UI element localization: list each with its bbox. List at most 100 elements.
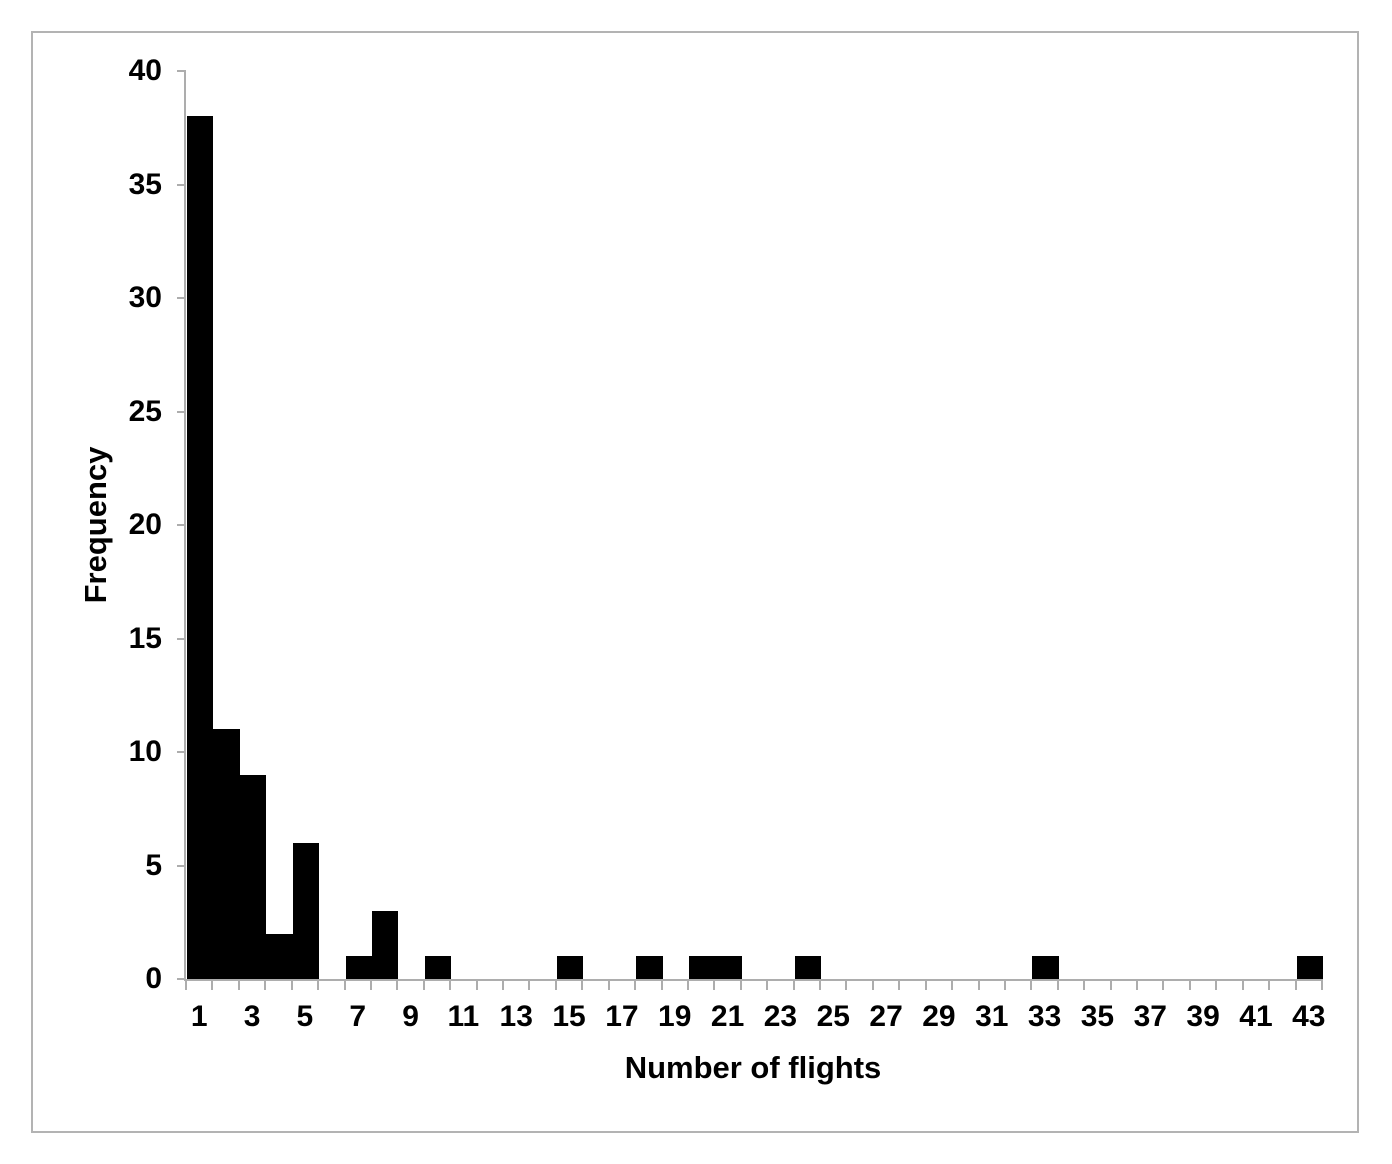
y-tick-label: 0 — [145, 962, 162, 995]
x-axis-title: Number of flights — [624, 1050, 882, 1085]
bar-flights-2 — [213, 729, 240, 979]
x-tick-label: 7 — [349, 1000, 367, 1033]
x-tick-label: 31 — [975, 1000, 1009, 1033]
x-tick-mark — [713, 979, 716, 990]
bar-flights-5 — [292, 842, 320, 979]
x-tick-mark — [634, 979, 637, 990]
x-tick-mark — [1003, 979, 1006, 990]
x-tick-mark — [1030, 979, 1033, 990]
y-tick-mark — [177, 297, 186, 299]
x-tick-label: 5 — [296, 1000, 314, 1033]
x-tick-mark — [185, 979, 187, 990]
x-tick-label: 21 — [710, 1000, 745, 1033]
x-tick-label: 1 — [190, 1000, 208, 1033]
x-tick-label: 23 — [763, 1000, 798, 1033]
y-tick-label: 30 — [128, 281, 162, 314]
y-tick-mark — [177, 183, 186, 186]
x-tick-mark — [237, 979, 240, 990]
bar-flights-33 — [1032, 956, 1059, 979]
y-tick-label: 35 — [128, 167, 162, 201]
x-tick-mark — [290, 979, 293, 990]
y-tick-label: 10 — [128, 735, 162, 768]
x-tick-mark — [317, 979, 320, 990]
bar-flights-4 — [266, 933, 293, 979]
x-tick-label: 25 — [816, 1000, 850, 1033]
x-tick-mark — [1136, 979, 1139, 990]
y-tick-mark — [177, 864, 186, 867]
x-tick-mark — [1268, 979, 1271, 990]
x-tick-label: 35 — [1080, 1000, 1115, 1033]
x-tick-label: 19 — [658, 1000, 692, 1033]
x-tick-mark — [1109, 979, 1112, 990]
bar-flights-8 — [371, 910, 399, 979]
bar-flights-3 — [239, 774, 267, 979]
y-tick-label: 20 — [128, 508, 162, 541]
x-tick-mark — [1215, 979, 1218, 990]
x-tick-mark — [660, 979, 663, 990]
bar-flights-10 — [424, 956, 452, 979]
x-tick-mark — [343, 979, 346, 990]
x-tick-mark — [871, 979, 874, 990]
x-tick-mark — [951, 979, 954, 990]
x-tick-mark — [475, 979, 478, 990]
bar-flights-7 — [345, 956, 372, 979]
y-tick-mark — [177, 751, 186, 753]
y-tick-mark — [177, 978, 186, 980]
x-tick-label: 15 — [552, 1000, 586, 1033]
x-tick-mark — [766, 979, 769, 990]
x-tick-mark — [1056, 979, 1059, 990]
x-tick-mark — [739, 979, 742, 990]
x-tick-mark — [369, 979, 372, 990]
x-tick-mark — [264, 979, 267, 990]
bar-flights-18 — [636, 956, 663, 979]
x-tick-mark — [422, 979, 425, 990]
y-axis-line — [184, 71, 186, 981]
x-tick-mark — [924, 979, 927, 990]
x-tick-mark — [1162, 979, 1165, 990]
bar-flights-20 — [688, 956, 716, 979]
bar-flights-24 — [794, 956, 822, 979]
x-tick-mark — [396, 979, 399, 990]
x-tick-label: 9 — [402, 1000, 419, 1033]
bar-flights-1 — [187, 116, 214, 979]
x-tick-label: 41 — [1239, 1000, 1273, 1033]
y-tick-label: 25 — [128, 394, 162, 428]
x-tick-mark — [977, 979, 980, 990]
x-tick-label: 27 — [869, 1000, 903, 1033]
x-tick-label: 33 — [1027, 1000, 1062, 1033]
x-tick-mark — [502, 979, 505, 990]
x-tick-label: 37 — [1133, 1000, 1167, 1033]
bar-flights-43 — [1296, 956, 1323, 979]
x-tick-mark — [607, 979, 610, 990]
x-tick-mark — [1294, 979, 1297, 990]
x-tick-mark — [686, 979, 689, 990]
x-tick-mark — [792, 979, 795, 990]
y-tick-mark — [177, 70, 186, 72]
y-tick-mark — [177, 637, 186, 640]
y-tick-label: 15 — [128, 621, 162, 655]
y-tick-label: 40 — [128, 54, 162, 87]
x-tick-mark — [1188, 979, 1191, 990]
x-tick-mark — [554, 979, 557, 990]
x-tick-label: 11 — [447, 1000, 480, 1033]
x-tick-mark — [1241, 979, 1244, 990]
x-tick-label: 17 — [605, 1000, 639, 1033]
y-tick-label: 5 — [145, 848, 162, 882]
x-tick-mark — [1083, 979, 1086, 990]
y-tick-mark — [177, 524, 186, 526]
x-tick-label: 43 — [1292, 1000, 1326, 1033]
x-tick-mark — [211, 979, 214, 990]
x-tick-mark — [449, 979, 452, 990]
bar-flights-21 — [715, 956, 742, 979]
x-tick-label: 3 — [243, 1000, 261, 1033]
x-tick-label: 29 — [922, 1000, 956, 1033]
x-tick-mark — [819, 979, 822, 990]
x-tick-mark — [898, 979, 901, 990]
x-tick-mark — [528, 979, 531, 990]
y-tick-mark — [177, 410, 186, 413]
bar-flights-15 — [556, 956, 584, 979]
x-tick-label: 39 — [1186, 1000, 1220, 1033]
x-axis-line — [184, 979, 1322, 981]
x-tick-mark — [581, 979, 584, 990]
